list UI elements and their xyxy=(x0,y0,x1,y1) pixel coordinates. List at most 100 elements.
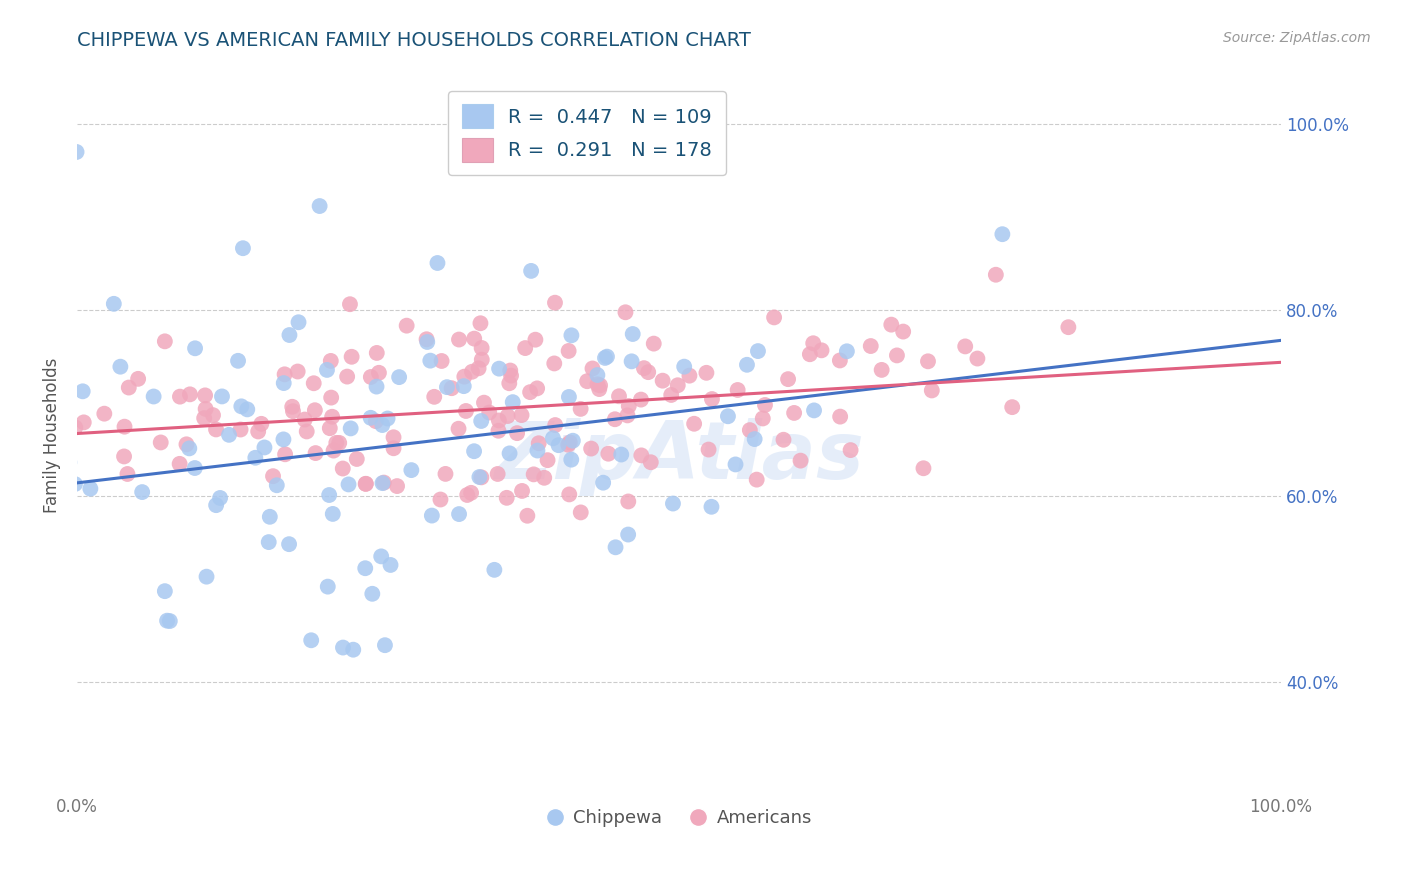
Point xyxy=(460,486,482,500)
Point xyxy=(789,453,811,467)
Point xyxy=(319,354,342,368)
Point xyxy=(828,353,851,368)
Point xyxy=(118,380,141,394)
Point xyxy=(803,403,825,417)
Point xyxy=(73,416,96,430)
Point xyxy=(523,467,546,482)
Point xyxy=(114,419,136,434)
Point xyxy=(281,400,304,414)
Point xyxy=(401,463,423,477)
Point xyxy=(735,358,758,372)
Point xyxy=(308,199,330,213)
Point xyxy=(472,395,495,409)
Point xyxy=(395,318,418,333)
Point xyxy=(630,392,652,407)
Point xyxy=(659,388,682,402)
Point xyxy=(253,441,276,455)
Point xyxy=(752,411,775,425)
Point xyxy=(304,403,326,417)
Point xyxy=(596,350,619,364)
Point xyxy=(79,482,101,496)
Point xyxy=(193,411,215,425)
Point xyxy=(486,467,509,481)
Point xyxy=(754,398,776,412)
Point xyxy=(586,368,609,382)
Point xyxy=(880,318,903,332)
Point xyxy=(558,487,581,501)
Point xyxy=(666,378,689,392)
Point xyxy=(287,364,309,378)
Point xyxy=(498,376,520,391)
Point xyxy=(325,435,347,450)
Point xyxy=(201,408,224,422)
Point xyxy=(368,366,391,380)
Point xyxy=(541,431,564,445)
Point xyxy=(470,470,492,484)
Point xyxy=(526,443,548,458)
Point xyxy=(966,351,988,366)
Point xyxy=(510,483,533,498)
Point xyxy=(560,452,582,467)
Point xyxy=(561,434,583,448)
Point xyxy=(287,315,309,329)
Point xyxy=(374,638,396,652)
Point xyxy=(697,442,720,457)
Point xyxy=(53,598,76,612)
Point xyxy=(429,492,451,507)
Point xyxy=(371,476,394,491)
Point xyxy=(673,359,696,374)
Point xyxy=(516,508,538,523)
Point xyxy=(695,366,717,380)
Y-axis label: Family Households: Family Households xyxy=(44,358,60,513)
Point xyxy=(259,509,281,524)
Point xyxy=(110,359,132,374)
Point xyxy=(360,370,382,384)
Point xyxy=(616,409,638,423)
Point xyxy=(614,305,637,319)
Point xyxy=(371,418,394,433)
Point xyxy=(332,640,354,655)
Point xyxy=(6,450,28,464)
Point xyxy=(533,471,555,485)
Point xyxy=(179,387,201,401)
Point xyxy=(6,458,28,472)
Point xyxy=(53,434,76,449)
Point xyxy=(763,310,786,325)
Point xyxy=(304,446,326,460)
Point xyxy=(0,480,7,494)
Point xyxy=(321,391,343,405)
Point xyxy=(336,369,359,384)
Point xyxy=(984,268,1007,282)
Point xyxy=(339,421,361,435)
Point xyxy=(470,316,492,330)
Point xyxy=(15,462,38,476)
Point xyxy=(339,297,361,311)
Point xyxy=(354,561,377,575)
Point xyxy=(605,541,627,555)
Point xyxy=(621,326,644,341)
Point xyxy=(366,346,388,360)
Point xyxy=(747,344,769,359)
Point xyxy=(205,498,228,512)
Point xyxy=(454,404,477,418)
Point xyxy=(558,390,581,404)
Point xyxy=(471,341,494,355)
Point xyxy=(810,343,832,358)
Point xyxy=(524,333,547,347)
Point xyxy=(273,368,295,382)
Point xyxy=(332,461,354,475)
Point xyxy=(226,353,249,368)
Point xyxy=(354,476,377,491)
Point xyxy=(456,488,478,502)
Point xyxy=(380,558,402,572)
Point xyxy=(426,256,449,270)
Point xyxy=(557,438,579,452)
Point xyxy=(488,424,510,438)
Point xyxy=(859,339,882,353)
Point xyxy=(209,491,232,505)
Point xyxy=(891,325,914,339)
Point xyxy=(434,467,457,481)
Point xyxy=(991,227,1014,242)
Point xyxy=(42,392,65,406)
Point xyxy=(361,587,384,601)
